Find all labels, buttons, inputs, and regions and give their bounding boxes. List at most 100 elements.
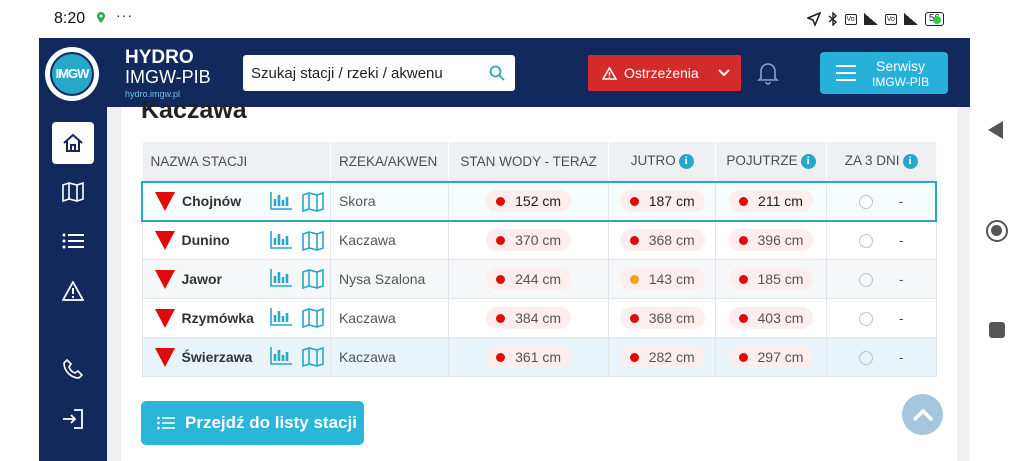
- recent-apps-icon[interactable]: [989, 322, 1005, 338]
- sidebar-item-list[interactable]: [52, 220, 94, 262]
- chart-icon[interactable]: [270, 269, 292, 292]
- station-name[interactable]: Jawor: [181, 271, 222, 287]
- services-menu-button[interactable]: Serwisy IMGW-PIB: [820, 52, 948, 94]
- level-tomorrow-cell: 282 cm: [608, 337, 717, 377]
- level-in-3-days: -: [898, 232, 904, 249]
- station-cell[interactable]: Jawor: [141, 259, 331, 299]
- table-row[interactable]: Jawor Nysa Szalona 244 cm 143 cm 185 cm -: [141, 259, 937, 299]
- station-cell[interactable]: Świerzawa: [141, 337, 331, 377]
- chart-icon[interactable]: [270, 230, 292, 254]
- map-icon[interactable]: [302, 230, 324, 254]
- level-day-after: 403 cm: [757, 310, 804, 326]
- level-in-3-days: -: [898, 348, 904, 365]
- info-icon[interactable]: i: [902, 154, 918, 170]
- chevron-down-icon: [718, 69, 730, 77]
- empty-status-icon: [858, 234, 873, 249]
- brand[interactable]: HYDRO IMGW-PIB hydro.imgw.pl: [125, 48, 211, 100]
- status-dot-icon: [629, 235, 639, 245]
- station-name[interactable]: Dunino: [181, 232, 230, 249]
- map-icon[interactable]: [302, 307, 324, 331]
- info-icon[interactable]: i: [678, 154, 694, 170]
- level-day-after-cell: 211 cm: [715, 180, 827, 222]
- empty-status-icon: [858, 312, 873, 327]
- scroll-to-top-button[interactable]: [902, 394, 943, 435]
- alarm-dot-icon: [496, 313, 506, 323]
- level-now-cell: 244 cm: [447, 259, 610, 299]
- level-now-cell: 152 cm: [447, 180, 610, 222]
- alarm-dot-icon: [738, 274, 748, 284]
- status-dot-icon: [629, 313, 639, 323]
- sidebar-item-login[interactable]: [52, 398, 94, 440]
- search-icon[interactable]: [489, 65, 505, 81]
- table-row[interactable]: Rzymówka Kaczawa 384 cm 368 cm 403 cm -: [141, 298, 937, 338]
- alarm-triangle-icon: [155, 191, 175, 211]
- station-cell[interactable]: Dunino: [141, 220, 331, 260]
- alarm-dot-icon: [738, 352, 748, 362]
- table-row[interactable]: Dunino Kaczawa 370 cm 368 cm 396 cm -: [141, 220, 937, 260]
- level-tomorrow-cell: 187 cm: [608, 180, 717, 222]
- services-sublabel: IMGW-PIB: [872, 75, 930, 89]
- level-day-after: 297 cm: [757, 349, 804, 365]
- alarm-triangle-icon: [154, 347, 175, 367]
- river-name: Kaczawa: [329, 337, 449, 377]
- table-row[interactable]: Świerzawa Kaczawa 361 cm 282 cm 297 cm -: [141, 337, 937, 377]
- imgw-logo[interactable]: IMGW: [45, 47, 99, 101]
- level-day-after: 396 cm: [757, 232, 804, 249]
- sidebar-item-warnings[interactable]: [52, 270, 94, 312]
- level-now: 361 cm: [515, 349, 562, 365]
- info-icon[interactable]: i: [800, 154, 816, 170]
- navigation-icon: [806, 12, 821, 26]
- level-now: 370 cm: [515, 232, 562, 249]
- sidebar-item-home[interactable]: [52, 122, 94, 164]
- sidebar-item-map[interactable]: [52, 171, 94, 213]
- hamburger-icon: [836, 65, 856, 81]
- station-list-button[interactable]: Przejdź do listy stacji: [141, 401, 364, 445]
- river-title: Kaczawa: [141, 96, 247, 124]
- chart-icon[interactable]: [270, 191, 292, 215]
- bell-icon[interactable]: [757, 61, 779, 85]
- alarm-dot-icon: [496, 352, 506, 362]
- volte2-icon: Vo: [884, 13, 897, 25]
- home-circle-icon[interactable]: [986, 220, 1008, 242]
- station-name[interactable]: Chojnów: [182, 193, 242, 209]
- chevron-up-icon: [912, 408, 933, 421]
- privacy-dot-icon: [933, 16, 941, 24]
- station-cell[interactable]: Chojnów: [140, 180, 331, 222]
- chart-icon[interactable]: [270, 308, 292, 331]
- home-icon: [63, 133, 83, 152]
- empty-status-icon: [858, 351, 873, 366]
- level-now: 384 cm: [515, 310, 562, 326]
- map-icon[interactable]: [302, 268, 324, 292]
- station-name[interactable]: Świerzawa: [181, 349, 253, 365]
- col-now: STAN WODY - TERAZ: [447, 141, 610, 182]
- col-tomorrow: JUTRO i: [608, 141, 717, 182]
- sidebar-item-contact[interactable]: [52, 348, 94, 390]
- alarm-triangle-icon: [154, 269, 175, 289]
- search-box[interactable]: [243, 55, 515, 91]
- volte-icon: Vo: [844, 13, 857, 25]
- level-tomorrow: 368 cm: [648, 310, 695, 326]
- warning-triangle-icon: [602, 66, 617, 80]
- level-day-after-cell: 297 cm: [715, 337, 827, 377]
- level-day-after-cell: 185 cm: [715, 259, 827, 299]
- search-input[interactable]: [243, 55, 473, 91]
- list-icon: [157, 416, 175, 430]
- map-icon[interactable]: [302, 346, 324, 370]
- warnings-dropdown-button[interactable]: Ostrzeżenia: [588, 55, 741, 91]
- level-tomorrow: 187 cm: [648, 193, 695, 209]
- river-name: Skora: [329, 180, 449, 222]
- login-icon: [63, 409, 83, 429]
- table-row[interactable]: Chojnów Skora 152 cm 187 cm 211 cm -: [140, 180, 937, 222]
- chart-icon[interactable]: [270, 347, 292, 370]
- back-icon[interactable]: [988, 121, 1003, 139]
- app-header: IMGW HYDRO IMGW-PIB hydro.imgw.pl Ostrze…: [39, 38, 970, 107]
- station-name[interactable]: Rzymówka: [181, 310, 254, 326]
- col-in-3-days: ZA 3 DNI i: [825, 141, 937, 182]
- map-icon[interactable]: [302, 191, 324, 215]
- warning-icon: [62, 281, 84, 301]
- level-tomorrow-cell: 368 cm: [608, 298, 717, 338]
- level-now-cell: 361 cm: [447, 337, 610, 377]
- alarm-dot-icon: [496, 274, 506, 284]
- station-cell[interactable]: Rzymówka: [141, 298, 331, 338]
- level-day-after: 185 cm: [757, 271, 804, 287]
